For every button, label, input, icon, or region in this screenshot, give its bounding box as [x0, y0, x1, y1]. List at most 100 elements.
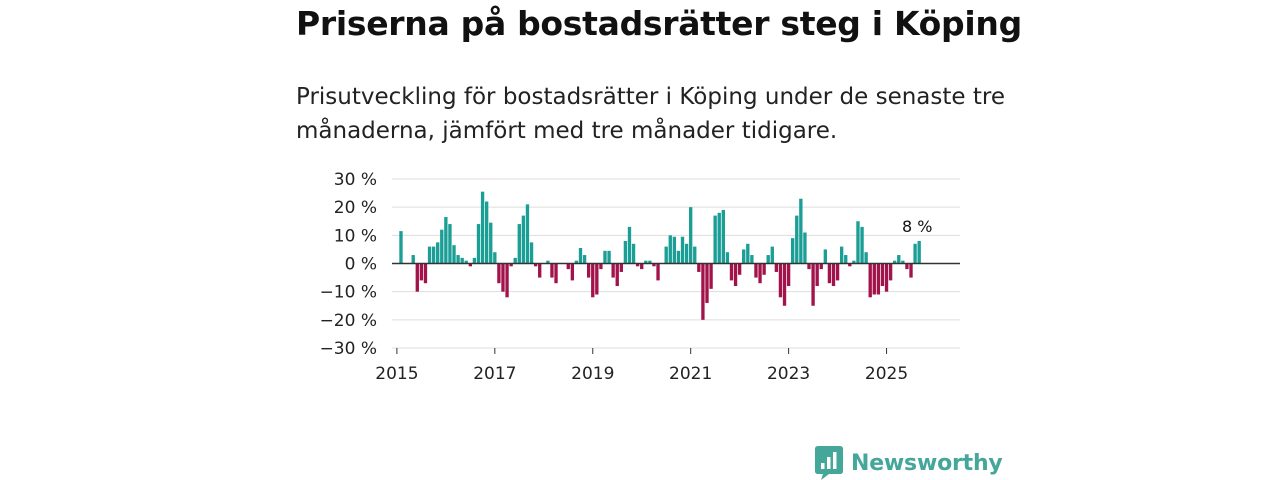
- bar: [786, 263, 791, 287]
- chart-title: Priserna på bostadsrätter steg i Köping: [296, 4, 1022, 43]
- bar: [742, 249, 746, 264]
- bar: [615, 263, 619, 287]
- bar: [591, 263, 595, 298]
- bar: [533, 263, 538, 267]
- last-value-label: 8 %: [902, 217, 932, 236]
- bar: [758, 263, 762, 284]
- y-tick-label: 20 %: [334, 198, 377, 218]
- y-tick-label: −10 %: [320, 283, 377, 303]
- bar: [909, 263, 913, 278]
- y-tick-label: 10 %: [334, 226, 377, 246]
- bar: [550, 263, 554, 278]
- bar: [893, 260, 897, 264]
- bar: [799, 198, 803, 264]
- bar: [444, 217, 448, 264]
- bar: [680, 236, 685, 264]
- bar: [766, 255, 770, 264]
- bar: [509, 263, 513, 267]
- bar: [644, 260, 648, 264]
- bar: [701, 263, 705, 320]
- y-tick-label: −30 %: [320, 339, 377, 359]
- bar: [791, 238, 795, 264]
- chart-subtitle: Prisutveckling för bostadsrätter i Köpin…: [296, 84, 1005, 144]
- x-tick-label: 2021: [669, 364, 712, 384]
- bar: [452, 245, 456, 264]
- bar: [448, 224, 452, 264]
- bar: [427, 246, 432, 264]
- bar: [856, 221, 860, 264]
- bar: [693, 246, 697, 264]
- bar: [733, 263, 738, 287]
- bar: [827, 263, 832, 284]
- bar: [566, 263, 570, 270]
- bar: [689, 207, 693, 264]
- bar: [823, 249, 828, 264]
- bar: [476, 224, 481, 264]
- bar: [888, 263, 893, 281]
- bar: [631, 243, 636, 264]
- price-change-bar-chart: 30 % 20 % 10 % 0 % −10 % −20 % −30 % 2015 2017 20…: [320, 170, 960, 384]
- bar: [521, 215, 526, 264]
- bar: [803, 232, 807, 264]
- bar: [770, 246, 774, 264]
- bar: [456, 255, 460, 264]
- bar: [595, 263, 599, 295]
- bar: [664, 246, 668, 264]
- brand-name: Newsworthy: [851, 450, 1003, 476]
- bar: [554, 263, 558, 284]
- y-tick-label: 0 %: [345, 255, 377, 275]
- bar: [607, 250, 611, 264]
- bar: [774, 263, 779, 272]
- bar: [778, 263, 783, 298]
- x-tick-label: 2017: [473, 364, 516, 384]
- y-tick-label: −20 %: [320, 311, 377, 331]
- bar: [676, 250, 681, 264]
- bar: [538, 263, 542, 278]
- bar: [505, 263, 509, 298]
- bar: [460, 257, 464, 264]
- axes: 30 % 20 % 10 % 0 % −10 % −20 % −30 % 2015 2017 20…: [320, 170, 960, 384]
- bar: [672, 236, 677, 264]
- bar: [848, 263, 852, 267]
- bar: [501, 263, 505, 292]
- bar: [415, 263, 419, 292]
- bar: [754, 263, 758, 278]
- bar: [750, 255, 754, 264]
- bar: [440, 229, 444, 264]
- bar: [705, 263, 709, 303]
- bar: [627, 226, 632, 264]
- bar: [619, 263, 623, 272]
- bar: [423, 263, 428, 284]
- bar: [762, 263, 766, 275]
- bar: [795, 215, 799, 264]
- bar: [513, 257, 517, 264]
- bar: [652, 263, 656, 267]
- bar: [905, 263, 909, 270]
- bar: [635, 263, 640, 267]
- bar: [472, 257, 477, 264]
- bar: [807, 263, 811, 270]
- bar: [725, 252, 730, 264]
- bar: [697, 263, 701, 272]
- bar: [436, 242, 440, 264]
- bar: [411, 255, 415, 264]
- bar: [917, 240, 921, 264]
- bar: [729, 263, 734, 281]
- bar: [872, 263, 876, 295]
- y-tick-label: 30 %: [334, 170, 377, 190]
- bar: [746, 243, 750, 264]
- x-tick-label: 2023: [767, 364, 810, 384]
- bar: [844, 255, 848, 264]
- bar: [611, 263, 615, 278]
- bar: [648, 260, 652, 264]
- bar: [489, 222, 493, 264]
- newsworthy-brand: Newsworthy: [815, 446, 1003, 480]
- bar: [831, 263, 836, 287]
- bar: [484, 201, 489, 264]
- bar: [570, 263, 575, 281]
- bar: [529, 242, 534, 264]
- bar: [517, 224, 521, 264]
- bar: [852, 260, 856, 264]
- bar: [819, 263, 823, 270]
- bar: [860, 226, 864, 264]
